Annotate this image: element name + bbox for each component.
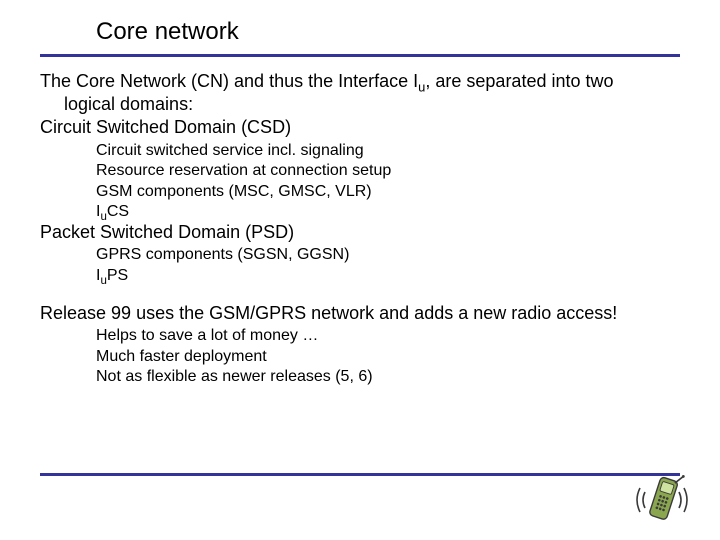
rel-item-1: Helps to save a lot of money … (40, 326, 680, 346)
release99-line: Release 99 uses the GSM/GPRS network and… (40, 303, 680, 324)
footer-rule (40, 473, 680, 476)
rel-item-3: Not as flexible as newer releases (5, 6) (40, 367, 680, 387)
slide: Core network The Core Network (CN) and t… (0, 0, 720, 540)
csd-item-4: IuCS (40, 202, 680, 222)
csd-item-2: Resource reservation at connection setup (40, 161, 680, 181)
spacer (40, 285, 680, 303)
phone-icon (632, 470, 692, 530)
psd-item-2: IuPS (40, 266, 680, 286)
intro-text-1b: , are separated into two (425, 71, 613, 91)
psd-item-2b: PS (107, 267, 128, 284)
csd-heading: Circuit Switched Domain (CSD) (40, 117, 680, 138)
psd-item-1: GPRS components (SGSN, GGSN) (40, 245, 680, 265)
content-area: The Core Network (CN) and thus the Inter… (0, 57, 720, 387)
intro-line: The Core Network (CN) and thus the Inter… (40, 71, 680, 92)
csd-item-4b: CS (107, 203, 129, 220)
psd-heading: Packet Switched Domain (PSD) (40, 222, 680, 243)
slide-title: Core network (96, 18, 680, 46)
title-area: Core network (0, 18, 720, 46)
intro-text-1: The Core Network (CN) and thus the Inter… (40, 71, 418, 91)
intro-line-2: logical domains: (40, 94, 680, 115)
csd-item-1: Circuit switched service incl. signaling (40, 141, 680, 161)
csd-item-3: GSM components (MSC, GMSC, VLR) (40, 182, 680, 202)
rel-item-2: Much faster deployment (40, 347, 680, 367)
